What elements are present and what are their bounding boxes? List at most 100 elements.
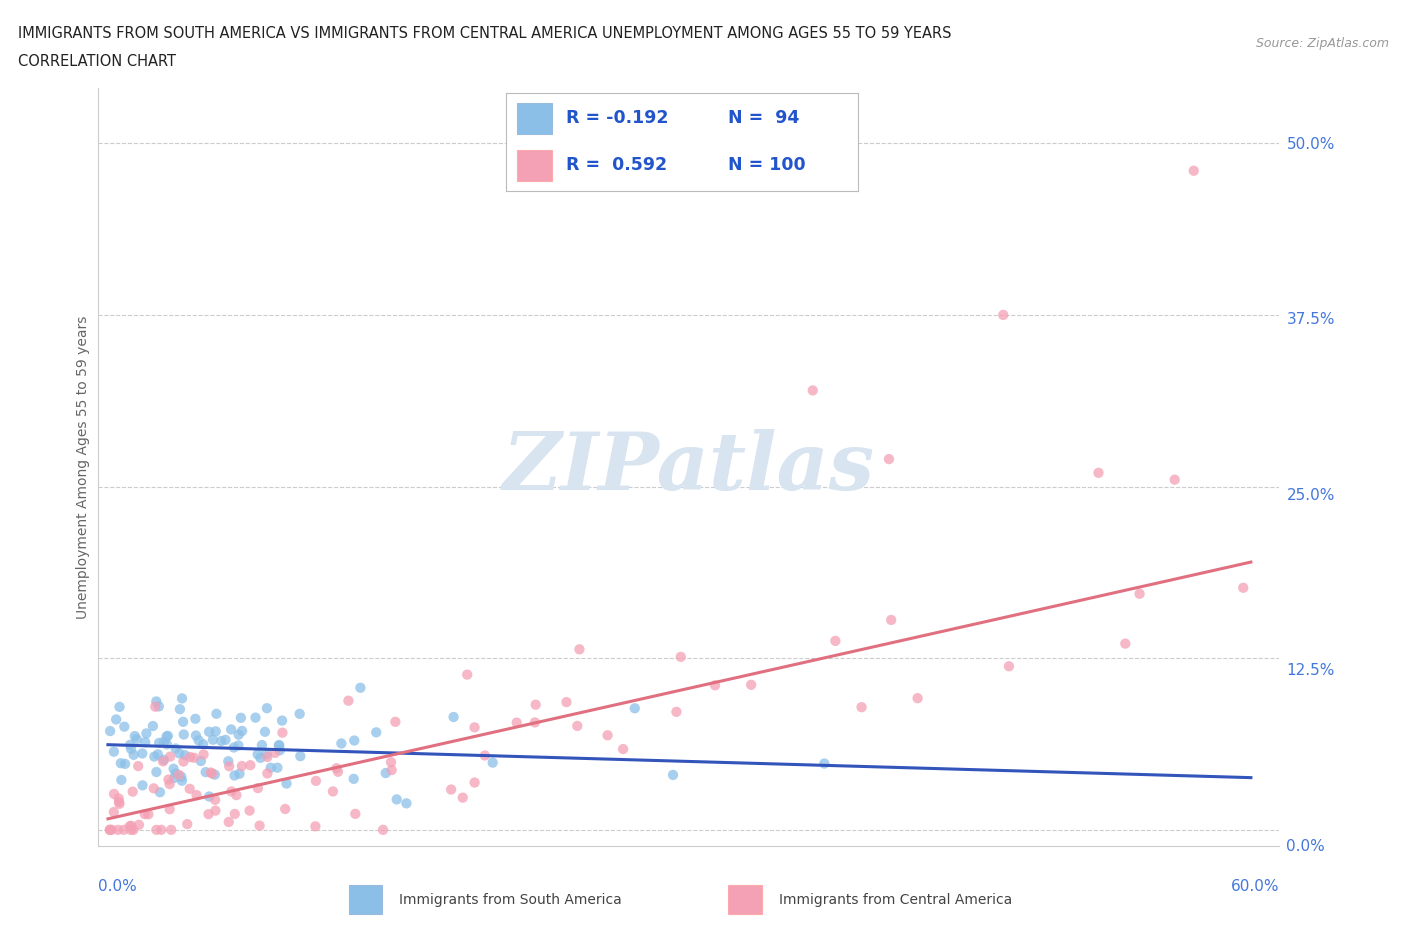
Point <box>304 819 326 834</box>
Point <box>380 755 402 770</box>
Point <box>110 773 132 788</box>
Point <box>138 807 160 822</box>
Point <box>231 724 253 738</box>
Point <box>907 691 929 706</box>
Point <box>118 818 141 833</box>
Point <box>256 766 278 781</box>
Point <box>145 822 167 837</box>
Point <box>274 802 297 817</box>
Point <box>146 747 169 762</box>
Point <box>145 764 167 779</box>
Point <box>190 753 212 768</box>
Point <box>121 784 143 799</box>
Point <box>245 711 267 725</box>
Point <box>107 791 129 806</box>
Point <box>269 738 291 753</box>
Point <box>880 613 903 628</box>
Point <box>198 789 221 804</box>
Point <box>103 804 125 819</box>
Point <box>221 784 243 799</box>
Point <box>288 707 311 722</box>
Point <box>374 765 396 780</box>
Point <box>170 691 193 706</box>
Point <box>260 760 283 775</box>
Point <box>851 699 873 714</box>
Point <box>239 758 262 773</box>
Point <box>135 726 157 741</box>
Point <box>1182 164 1205 179</box>
Point <box>159 802 181 817</box>
Text: 25.0%: 25.0% <box>1286 488 1334 503</box>
Point <box>269 743 291 758</box>
Point <box>149 785 172 800</box>
Point <box>108 796 131 811</box>
Point <box>474 748 496 763</box>
Point <box>120 737 142 752</box>
Point <box>271 725 294 740</box>
Point <box>228 766 250 781</box>
Point <box>143 699 166 714</box>
Point <box>344 806 367 821</box>
Point <box>464 720 486 735</box>
Text: 50.0%: 50.0% <box>1286 137 1334 152</box>
Point <box>337 693 360 708</box>
Point <box>200 765 222 780</box>
Point <box>107 822 129 837</box>
Point <box>1232 580 1254 595</box>
Point <box>193 737 215 751</box>
Point <box>112 719 135 734</box>
Text: Immigrants from Central America: Immigrants from Central America <box>779 893 1012 907</box>
Text: Source: ZipAtlas.com: Source: ZipAtlas.com <box>1256 37 1389 50</box>
Point <box>231 759 253 774</box>
Point <box>143 750 166 764</box>
Point <box>218 759 240 774</box>
Point <box>160 822 183 837</box>
Point <box>156 737 179 751</box>
Point <box>179 750 201 764</box>
Point <box>568 642 591 657</box>
Point <box>824 633 846 648</box>
Point <box>201 732 224 747</box>
Point <box>813 756 835 771</box>
Point <box>159 750 181 764</box>
Point <box>246 747 269 762</box>
Point <box>105 712 128 727</box>
Point <box>451 790 474 805</box>
FancyBboxPatch shape <box>517 150 551 180</box>
Point <box>112 822 135 837</box>
Point <box>704 678 727 693</box>
Point <box>110 756 132 771</box>
Point <box>225 788 247 803</box>
Point <box>239 804 262 818</box>
Point <box>330 736 353 751</box>
Point <box>163 770 186 785</box>
Point <box>153 752 176 767</box>
Point <box>108 699 131 714</box>
Point <box>187 733 209 748</box>
Point <box>271 713 294 728</box>
Point <box>305 774 328 789</box>
Point <box>197 806 219 821</box>
Point <box>162 762 184 777</box>
Point <box>204 767 226 782</box>
Point <box>169 746 191 761</box>
Point <box>276 777 298 791</box>
Point <box>114 756 136 771</box>
Point <box>524 698 547 712</box>
Point <box>256 701 278 716</box>
Point <box>173 727 195 742</box>
Point <box>153 735 176 750</box>
Point <box>1114 636 1136 651</box>
Point <box>366 724 388 739</box>
Point <box>120 822 142 837</box>
Point <box>122 822 145 837</box>
Point <box>134 735 156 750</box>
Text: 0.0%: 0.0% <box>1286 839 1326 854</box>
Point <box>456 667 478 682</box>
Point <box>596 728 619 743</box>
Point <box>194 764 217 779</box>
Point <box>142 781 165 796</box>
Point <box>98 822 121 837</box>
Point <box>155 729 177 744</box>
Text: IMMIGRANTS FROM SOUTH AMERICA VS IMMIGRANTS FROM CENTRAL AMERICA UNEMPLOYMENT AM: IMMIGRANTS FROM SOUTH AMERICA VS IMMIGRA… <box>18 26 952 41</box>
